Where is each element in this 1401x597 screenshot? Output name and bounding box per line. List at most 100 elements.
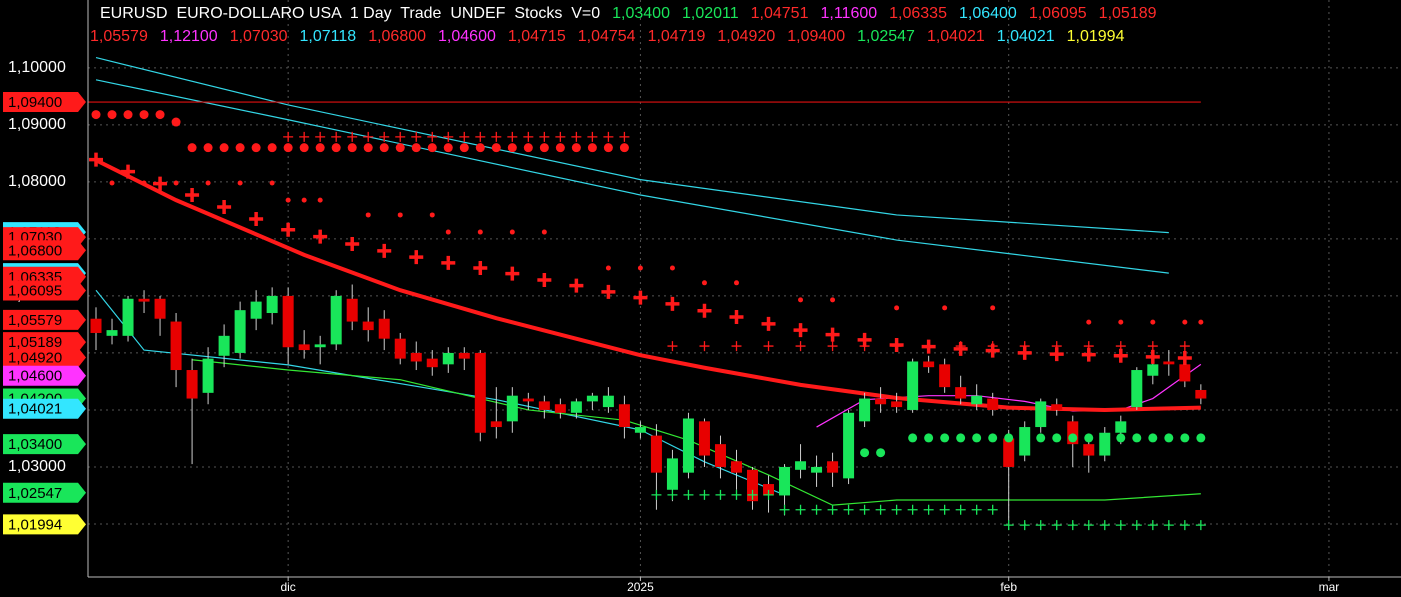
cross — [827, 504, 838, 515]
dot — [830, 297, 836, 303]
header-value: 1,12100 — [159, 28, 218, 45]
candle-body — [650, 435, 662, 473]
dot — [139, 110, 149, 120]
cross — [875, 504, 886, 515]
candle-body — [795, 461, 807, 470]
cross — [971, 504, 982, 515]
cross — [491, 131, 502, 142]
candle-body — [458, 352, 470, 359]
cross — [473, 260, 488, 275]
plot — [88, 57, 1207, 531]
header-value: 1,04021 — [996, 28, 1055, 45]
price-flag — [3, 309, 86, 330]
dot — [141, 180, 147, 186]
cross — [283, 131, 294, 142]
dot — [459, 143, 469, 153]
x-tick-label: mar — [1319, 580, 1340, 594]
header-value: 1,04715 — [507, 28, 566, 45]
price-flag-label: 1,03400 — [8, 436, 62, 453]
cross — [1003, 520, 1014, 531]
dot — [1132, 433, 1142, 443]
price-flag — [3, 280, 86, 301]
candle-body — [698, 421, 710, 456]
cross — [587, 131, 598, 142]
candle-body — [106, 330, 118, 336]
dot — [1036, 433, 1046, 443]
header-value: 1,04920 — [717, 28, 776, 45]
dot — [637, 265, 643, 271]
cross — [1177, 351, 1192, 366]
dot — [507, 143, 517, 153]
dot — [1020, 433, 1030, 443]
x-tick-label: 2025 — [627, 580, 654, 594]
dot — [491, 143, 501, 153]
price-flag — [3, 332, 86, 353]
cross — [1147, 341, 1158, 352]
dot — [109, 180, 115, 186]
dot — [1068, 433, 1078, 443]
dot — [1150, 319, 1156, 325]
dot — [1182, 319, 1188, 325]
cross — [331, 131, 342, 142]
dot — [155, 110, 165, 120]
header-value: 1,03400 — [612, 5, 670, 22]
cross — [1195, 520, 1206, 531]
candle-body — [891, 401, 903, 408]
dot — [251, 143, 261, 153]
header-value: 1,06400 — [958, 5, 1017, 22]
cross — [667, 341, 678, 352]
dot — [429, 212, 435, 218]
dot — [509, 229, 515, 235]
line — [95, 79, 1169, 274]
candle-body — [955, 387, 967, 399]
cross — [923, 504, 934, 515]
candle-body — [250, 301, 262, 319]
cross — [441, 255, 456, 270]
cross — [281, 222, 296, 237]
cross — [665, 296, 680, 311]
dot — [669, 265, 675, 271]
dot — [235, 143, 245, 153]
candle-body — [378, 318, 390, 339]
candle-body — [859, 398, 871, 422]
candle-body — [202, 358, 214, 393]
cross — [987, 341, 998, 352]
dot — [988, 433, 998, 443]
cross — [1179, 341, 1190, 352]
dot — [475, 143, 485, 153]
dot — [427, 143, 437, 153]
header-value: 1,04751 — [750, 5, 809, 22]
price-flag — [3, 434, 86, 455]
cross — [1179, 520, 1190, 531]
candle-body — [554, 404, 566, 413]
price-flag-label: 1,05189 — [8, 334, 62, 351]
candle-body — [186, 370, 198, 399]
cross — [1147, 520, 1158, 531]
candle-body — [1035, 401, 1047, 428]
candle-body — [154, 298, 166, 319]
dot — [605, 265, 611, 271]
candle-body — [763, 484, 775, 496]
cross — [633, 290, 648, 305]
cross — [1083, 341, 1094, 352]
candle-body — [170, 321, 182, 371]
cross — [1019, 520, 1030, 531]
cross — [955, 504, 966, 515]
cross — [779, 504, 790, 515]
candle-body — [586, 395, 598, 402]
candle-body — [1179, 364, 1191, 382]
candle-body — [939, 364, 951, 388]
cross — [315, 131, 326, 142]
cross — [1115, 341, 1126, 352]
cross — [217, 199, 232, 214]
dot — [363, 143, 373, 153]
header-value: 1,04719 — [647, 28, 706, 45]
cross — [1035, 520, 1046, 531]
candle-body — [1163, 361, 1175, 365]
dot — [267, 143, 277, 153]
cross — [859, 504, 870, 515]
candle-body — [779, 466, 791, 496]
cross — [683, 489, 694, 500]
